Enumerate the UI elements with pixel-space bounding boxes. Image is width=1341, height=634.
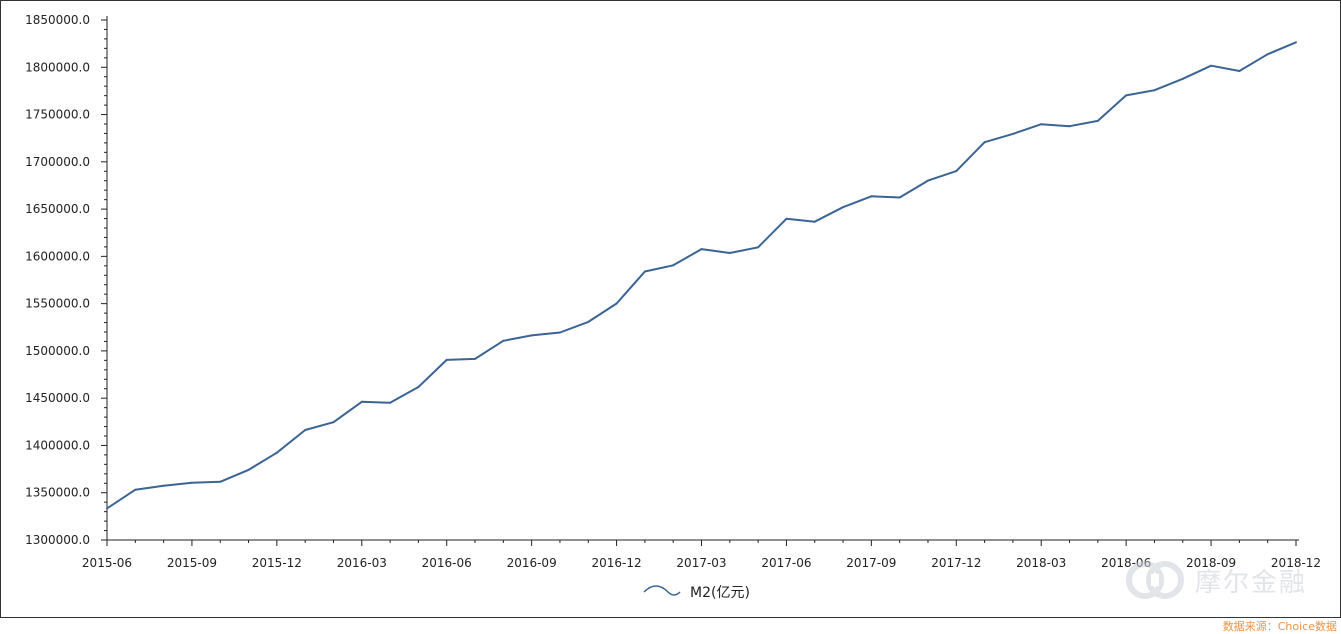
y-tick-label: 1700000.0	[25, 155, 90, 169]
legend-label: M2(亿元)	[690, 585, 750, 601]
y-tick-label: 1400000.0	[25, 438, 90, 452]
data-point[interactable]	[275, 451, 278, 454]
data-point[interactable]	[417, 386, 420, 388]
x-tick-label: 2015-06	[82, 556, 132, 570]
data-point[interactable]	[1295, 41, 1297, 44]
data-point[interactable]	[615, 302, 618, 305]
data-point[interactable]	[1153, 89, 1156, 92]
data-point[interactable]	[502, 339, 505, 342]
data-point[interactable]	[530, 334, 533, 337]
data-point[interactable]	[1096, 119, 1099, 122]
data-point[interactable]	[304, 429, 307, 431]
data-point[interactable]	[927, 179, 929, 182]
data-point[interactable]	[360, 400, 363, 403]
data-point[interactable]	[247, 468, 250, 471]
data-point[interactable]	[559, 331, 561, 334]
source-note: 数据来源：Choice数据	[1222, 620, 1337, 633]
data-point[interactable]	[757, 246, 760, 249]
x-tick-label: 2015-09	[167, 556, 217, 570]
data-point[interactable]	[983, 141, 986, 144]
legend-line-icon	[643, 585, 681, 596]
x-tick-label: 2016-12	[592, 556, 642, 570]
y-tick-label: 1300000.0	[25, 533, 90, 547]
data-point[interactable]	[643, 270, 646, 273]
x-tick-label: 2017-03	[676, 556, 726, 570]
y-tick-label: 1350000.0	[25, 486, 90, 500]
x-tick-label: 2016-06	[422, 556, 472, 570]
data-point[interactable]	[813, 220, 816, 223]
data-point[interactable]	[190, 481, 193, 484]
data-point[interactable]	[955, 170, 958, 173]
data-point[interactable]	[898, 196, 901, 199]
data-point[interactable]	[672, 264, 675, 267]
x-tick-label: 2018-09	[1186, 556, 1236, 570]
y-tick-label: 1650000.0	[25, 202, 90, 216]
y-tick-label: 1800000.0	[25, 60, 90, 74]
data-point[interactable]	[1125, 94, 1128, 97]
data-point[interactable]	[700, 248, 703, 251]
y-axis: 1300000.0 1350000.0 1400000.0 1450000.0 1500…	[25, 13, 108, 547]
data-point[interactable]	[474, 357, 476, 360]
data-point[interactable]	[162, 484, 165, 487]
data-point[interactable]	[1238, 70, 1241, 72]
x-tick-label: 2015-12	[252, 556, 302, 570]
data-point[interactable]	[842, 206, 844, 209]
y-tick-label: 1600000.0	[25, 249, 90, 263]
data-point[interactable]	[785, 217, 788, 220]
data-point[interactable]	[870, 195, 873, 198]
x-axis: 2015-06 2015-09 2015-12 2016-03 2016-06 2016-…	[82, 539, 1321, 570]
watermark-text: 摩尔金融	[1194, 567, 1307, 598]
data-point[interactable]	[1068, 125, 1071, 128]
y-tick-label: 1500000.0	[25, 344, 90, 358]
data-point[interactable]	[1040, 123, 1043, 126]
data-point[interactable]	[219, 480, 222, 483]
y-tick-label: 1450000.0	[25, 391, 90, 405]
watermark: 摩尔金融	[1123, 556, 1307, 604]
data-point[interactable]	[1266, 53, 1269, 56]
legend[interactable]: M2(亿元)	[643, 585, 750, 601]
data-point[interactable]	[1011, 132, 1014, 135]
y-tick-label: 1550000.0	[25, 297, 90, 311]
data-point[interactable]	[587, 320, 590, 323]
x-tick-label: 2017-12	[931, 556, 981, 570]
choice-logo-icon	[1125, 561, 1184, 599]
x-tick-label: 2018-12	[1271, 556, 1321, 570]
y-tick-label: 1850000.0	[25, 13, 90, 27]
x-tick-label: 2018-03	[1016, 556, 1066, 570]
x-tick-label: 2016-03	[337, 556, 387, 570]
x-tick-label: 2017-06	[761, 556, 811, 570]
x-tick-label: 2017-09	[846, 556, 896, 570]
data-point[interactable]	[1181, 77, 1184, 80]
data-point[interactable]	[389, 401, 392, 404]
data-point[interactable]	[332, 421, 335, 424]
data-point[interactable]	[445, 358, 448, 361]
data-point[interactable]	[106, 507, 108, 510]
y-tick-label: 1750000.0	[25, 108, 90, 122]
data-point[interactable]	[728, 252, 731, 254]
data-point[interactable]	[1210, 64, 1213, 67]
data-point[interactable]	[134, 488, 137, 491]
series-layer	[106, 41, 1297, 510]
series-line-m2[interactable]	[106, 41, 1297, 510]
x-tick-label: 2016-09	[507, 556, 557, 570]
